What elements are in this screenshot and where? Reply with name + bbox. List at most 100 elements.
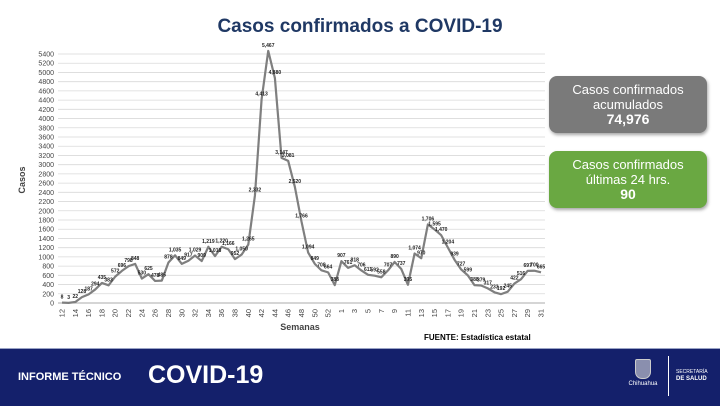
x-tick-label: 27 xyxy=(510,309,519,317)
data-label: 848 xyxy=(131,256,140,262)
data-label: 952 xyxy=(231,251,240,257)
data-label: 1,595 xyxy=(428,221,441,227)
x-tick-label: 32 xyxy=(191,309,200,317)
y-tick-label: 1600 xyxy=(38,227,54,234)
x-tick-label: 24 xyxy=(137,309,146,317)
x-tick-label: 40 xyxy=(244,309,253,317)
salud-text: DE SALUD xyxy=(676,376,707,382)
data-label: 558 xyxy=(377,269,386,275)
data-label: 22 xyxy=(73,294,79,300)
y-tick-label: 4000 xyxy=(38,116,54,123)
data-label: 907 xyxy=(337,253,346,259)
card-label: últimas 24 hrs. xyxy=(585,172,671,187)
x-tick-label: 30 xyxy=(177,309,186,317)
y-tick-label: 3400 xyxy=(38,144,54,151)
y-tick-label: 2400 xyxy=(38,190,54,197)
data-label: 599 xyxy=(464,267,473,273)
x-tick-label: 31 xyxy=(537,309,546,317)
data-label: 3 xyxy=(67,295,70,301)
source-note: FUENTE: Estadística estatal xyxy=(424,333,531,342)
x-tick-label: 48 xyxy=(297,309,306,317)
data-label: 625 xyxy=(144,266,153,272)
data-label: 5,467 xyxy=(262,43,275,49)
data-label: 516 xyxy=(517,271,526,277)
x-tick-label: 52 xyxy=(324,309,333,317)
data-label: 697 xyxy=(524,263,533,269)
y-tick-label: 5400 xyxy=(38,52,54,59)
data-label: 478 xyxy=(151,273,160,279)
x-tick-label: 12 xyxy=(58,309,67,317)
data-label: 849 xyxy=(178,256,187,262)
x-tick-label: 15 xyxy=(430,309,439,317)
chart-title: Casos confirmados a COVID-19 xyxy=(217,16,503,37)
data-label: 664 xyxy=(324,264,333,270)
data-label: 245 xyxy=(504,284,513,290)
x-tick-label: 13 xyxy=(417,309,426,317)
x-tick-label: 25 xyxy=(497,309,506,317)
x-tick-label: 18 xyxy=(97,309,106,317)
x-axis-label: Semanas xyxy=(280,322,320,332)
y-tick-label: 2600 xyxy=(38,181,54,188)
data-label: 1,018 xyxy=(209,248,222,254)
data-label: 1,035 xyxy=(169,247,182,253)
data-label: 939 xyxy=(450,252,459,258)
card-label: Casos confirmados xyxy=(572,157,684,172)
data-label: 383 xyxy=(104,277,113,283)
y-tick-label: 0 xyxy=(50,301,54,308)
y-tick-label: 600 xyxy=(42,273,54,280)
x-tick-label: 14 xyxy=(71,309,80,317)
last-24h-cases-card: Casos confirmados últimas 24 hrs. 90 xyxy=(549,151,707,208)
x-tick-label: 26 xyxy=(151,309,160,317)
x-tick-label: 17 xyxy=(443,309,452,317)
data-label: 761 xyxy=(344,260,353,266)
data-label: 818 xyxy=(351,257,360,263)
data-label: 727 xyxy=(457,261,466,267)
y-tick-label: 3000 xyxy=(38,162,54,169)
data-label: 890 xyxy=(390,254,399,260)
logo-text: Chihuahua xyxy=(628,381,658,387)
y-tick-label: 400 xyxy=(42,282,54,289)
data-label: 422 xyxy=(510,276,519,282)
x-tick-label: 1 xyxy=(337,309,346,313)
data-label: 3,147 xyxy=(275,150,288,156)
y-tick-label: 1400 xyxy=(38,236,54,243)
chihuahua-logo: Chihuahua xyxy=(623,359,663,393)
x-tick-label: 21 xyxy=(470,309,479,317)
x-tick-label: 46 xyxy=(284,309,293,317)
data-label: 233 xyxy=(490,284,499,290)
card-label: Casos confirmados xyxy=(572,82,684,97)
data-label: 1,050 xyxy=(235,247,248,253)
data-label: 665 xyxy=(537,264,546,270)
data-label: 2,520 xyxy=(289,179,302,185)
y-tick-label: 3800 xyxy=(38,125,54,132)
data-label: 388 xyxy=(470,277,479,283)
y-tick-label: 1000 xyxy=(38,254,54,261)
y-tick-label: 5200 xyxy=(38,61,54,68)
data-label: 1,074 xyxy=(408,245,421,251)
data-label: 737 xyxy=(397,261,406,267)
data-label: 1,265 xyxy=(242,237,255,243)
data-label: 798 xyxy=(124,258,133,264)
x-tick-label: 5 xyxy=(364,309,373,313)
y-tick-label: 4600 xyxy=(38,88,54,95)
data-label: 1,219 xyxy=(202,239,215,245)
y-tick-label: 1200 xyxy=(38,245,54,252)
data-label: 530 xyxy=(138,271,147,277)
data-label: 592 xyxy=(371,268,380,274)
card-label: acumulados xyxy=(592,97,664,112)
x-tick-label: 22 xyxy=(124,309,133,317)
x-tick-label: 20 xyxy=(111,309,120,317)
accumulated-cases-card: Casos confirmados acumulados 74,976 xyxy=(549,76,707,133)
data-label: 917 xyxy=(184,253,193,259)
data-label: 700 xyxy=(530,263,539,269)
data-label: 317 xyxy=(484,280,493,286)
data-label: 4,880 xyxy=(269,70,282,76)
data-label: 435 xyxy=(98,275,107,281)
data-label: 1,766 xyxy=(295,214,308,220)
data-label: 1,094 xyxy=(302,245,315,251)
x-tick-label: 36 xyxy=(217,309,226,317)
x-tick-label: 50 xyxy=(310,309,319,317)
data-label: 8 xyxy=(61,295,64,301)
data-label: 379 xyxy=(477,278,486,284)
series-line xyxy=(61,49,542,304)
